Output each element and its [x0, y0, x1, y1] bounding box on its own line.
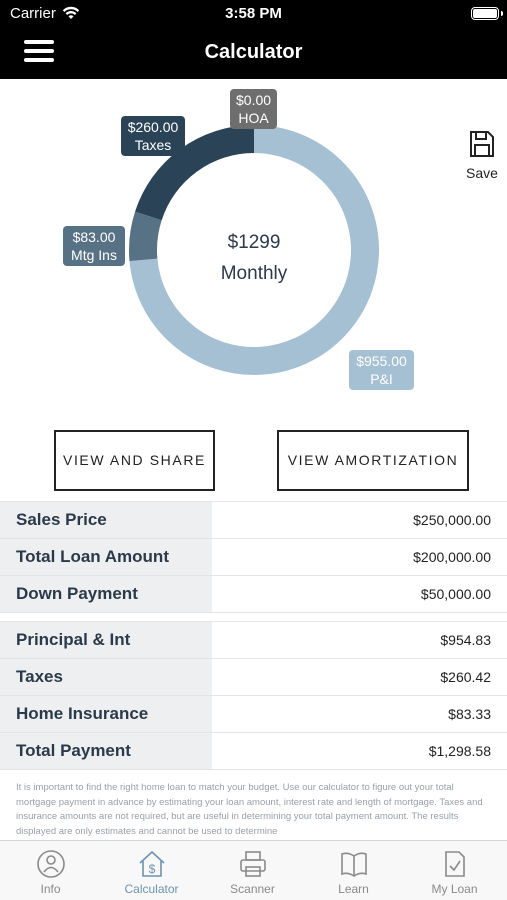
monthly-label: Monthly	[220, 263, 288, 284]
hoa-value: $0.00	[236, 92, 272, 108]
monthly-total-amount: $1299	[227, 232, 281, 253]
tab-info[interactable]: Info	[0, 845, 101, 899]
row-value: $50,000.00	[420, 586, 491, 602]
wifi-icon	[62, 6, 80, 19]
pi-name: P&I	[370, 371, 393, 387]
row-value: $954.83	[440, 632, 491, 648]
hoa-label: $0.00 HOA	[230, 89, 277, 129]
row-label: Home Insurance	[0, 696, 212, 732]
save-button[interactable]: Save	[460, 130, 504, 181]
pi-label: $955.00 P&I	[349, 350, 414, 390]
table-row[interactable]: Total Loan Amount $200,000.00	[0, 539, 507, 576]
donut-slice-mtg-ins	[129, 211, 162, 262]
row-label: Total Loan Amount	[0, 539, 212, 575]
calculator-house-icon: $	[138, 850, 165, 877]
loan-summary-table: Sales Price $250,000.00 Total Loan Amoun…	[0, 501, 507, 613]
svg-text:$: $	[148, 862, 155, 876]
row-value: $1,298.58	[428, 743, 491, 759]
floppy-disk-icon	[470, 131, 494, 157]
battery-icon	[471, 7, 499, 20]
tab-label: Info	[40, 882, 61, 896]
tab-label: Scanner	[230, 882, 275, 896]
disclaimer-text: It is important to find the right home l…	[16, 782, 483, 837]
tab-label: Calculator	[124, 882, 179, 896]
taxes-name: Taxes	[134, 137, 172, 153]
book-icon	[340, 852, 367, 877]
mtg-ins-name: Mtg Ins	[71, 247, 117, 263]
mtg-ins-value: $83.00	[72, 229, 116, 245]
page-title: Calculator	[204, 41, 303, 63]
row-label: Principal & Int	[0, 622, 212, 658]
row-label: Taxes	[0, 659, 212, 695]
pi-value: $955.00	[356, 353, 407, 369]
printer-icon	[239, 851, 266, 877]
clock: 3:58 PM	[225, 5, 282, 22]
document-check-icon	[444, 851, 465, 877]
tab-bar: Info $ Calculator Scanner Learn My Loan	[0, 840, 507, 900]
tab-calculator[interactable]: $ Calculator	[101, 845, 202, 899]
table-row[interactable]: Total Payment $1,298.58	[0, 733, 507, 770]
payment-donut-chart	[129, 125, 379, 375]
battery-tip	[501, 11, 503, 16]
table-row[interactable]: Down Payment $50,000.00	[0, 576, 507, 613]
payment-summary-table: Principal & Int $954.83 Taxes $260.42 Ho…	[0, 621, 507, 770]
status-bar: Carrier 3:58 PM	[0, 0, 507, 28]
table-row[interactable]: Principal & Int $954.83	[0, 622, 507, 659]
info-person-icon	[36, 850, 65, 878]
view-amortization-button[interactable]: VIEW AMORTIZATION	[277, 430, 469, 491]
tab-learn[interactable]: Learn	[303, 845, 404, 899]
row-label: Total Payment	[0, 733, 212, 769]
carrier-label: Carrier	[10, 5, 56, 22]
tab-my-loan[interactable]: My Loan	[404, 845, 505, 899]
row-label: Down Payment	[0, 576, 212, 612]
table-row[interactable]: Taxes $260.42	[0, 659, 507, 696]
row-label: Sales Price	[0, 502, 212, 538]
view-and-share-button[interactable]: VIEW AND SHARE	[54, 430, 215, 491]
save-label: Save	[466, 165, 498, 181]
row-value: $83.33	[448, 706, 491, 722]
row-value: $250,000.00	[413, 512, 491, 528]
tab-label: Learn	[338, 882, 369, 896]
hoa-name: HOA	[238, 110, 269, 126]
taxes-label: $260.00 Taxes	[121, 116, 185, 156]
mtg-ins-label: $83.00 Mtg Ins	[63, 226, 125, 266]
table-row[interactable]: Sales Price $250,000.00	[0, 502, 507, 539]
tab-label: My Loan	[431, 882, 478, 896]
donut-slice-taxes	[135, 125, 255, 221]
taxes-value: $260.00	[127, 119, 179, 135]
donut-slice-pi	[129, 125, 379, 375]
nav-bar: Calculator	[0, 28, 507, 79]
table-row[interactable]: Home Insurance $83.33	[0, 696, 507, 733]
row-value: $200,000.00	[413, 549, 491, 565]
tab-scanner[interactable]: Scanner	[202, 845, 303, 899]
hamburger-menu-icon[interactable]	[24, 40, 54, 66]
row-value: $260.42	[440, 669, 491, 685]
